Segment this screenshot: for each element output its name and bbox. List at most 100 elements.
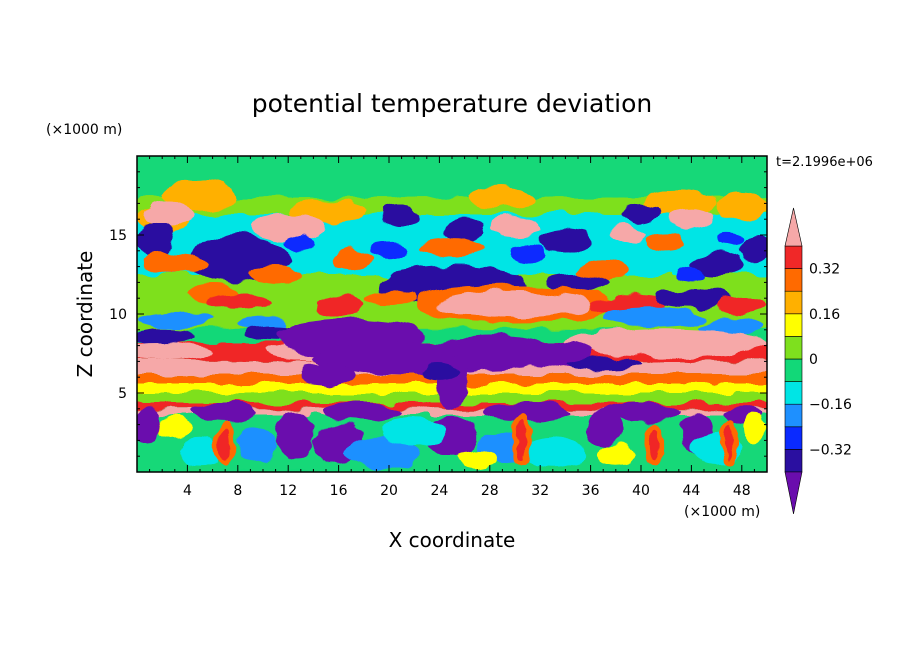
colorbar-label: −0.32 [809, 442, 852, 458]
field-blob [275, 410, 314, 461]
field-blob [489, 216, 541, 239]
y-axis: 5 10 15 [109, 171, 767, 457]
x-tick-label: 36 [582, 483, 600, 499]
y-tick-label: 10 [109, 307, 127, 323]
time-label: t=2.1996e+06 [776, 155, 873, 170]
field-blob [143, 252, 207, 275]
x-tick-label: 40 [632, 483, 650, 499]
field-blob [162, 179, 238, 212]
y-tick-label: 5 [118, 386, 127, 402]
colorbar-segment [784, 290, 803, 315]
x-tick-label: 12 [279, 483, 297, 499]
field-blob [137, 342, 213, 362]
field-blob [370, 242, 408, 259]
field-blob [313, 296, 364, 316]
field-blob [744, 415, 765, 441]
field-blob [181, 437, 219, 466]
field-blob [521, 438, 585, 468]
field-blob [237, 424, 276, 463]
field-blob [565, 356, 641, 370]
x-tick-label: 44 [682, 483, 700, 499]
field-blob [138, 220, 174, 259]
x-tick-label: 20 [380, 483, 398, 499]
colorbar-segment [784, 336, 803, 360]
field-blob [622, 203, 660, 223]
x-axis: 4 8 12 16 20 24 28 32 36 40 44 48 [149, 156, 768, 499]
x-tick-label: 24 [430, 483, 448, 499]
field-blob [159, 415, 190, 441]
field-blob [716, 296, 767, 316]
field-blob [363, 290, 415, 307]
colorbar-segment [784, 381, 803, 405]
colorbar-segment [784, 313, 803, 337]
colorbar-segment [784, 358, 803, 382]
y-axis-label: Z coordinate [73, 251, 97, 378]
field-blob [483, 402, 572, 422]
field-blob [137, 312, 213, 329]
colorbar-label: 0.16 [809, 307, 840, 323]
field-blob [326, 402, 402, 422]
field-blob [565, 328, 767, 357]
colorbar-label: 0.32 [809, 262, 840, 278]
field-blob [420, 238, 484, 258]
field-blob [584, 408, 623, 447]
field-blob [725, 426, 733, 458]
field-blob [285, 235, 316, 251]
field-blob [648, 427, 659, 460]
field-blob [458, 449, 497, 469]
x-tick-label: 32 [531, 483, 549, 499]
field-blob [516, 421, 527, 460]
field-blob [596, 445, 635, 468]
field-blob [220, 427, 231, 460]
field-blob [332, 247, 371, 270]
colorbar-segment [784, 245, 803, 269]
field-blob [716, 231, 742, 245]
field-blob [143, 203, 194, 226]
y-axis-unit: (×1000 m) [46, 122, 122, 138]
x-tick-label: 28 [481, 483, 499, 499]
colorbar-label: 0 [809, 352, 818, 368]
field-blob [653, 288, 730, 308]
colorbar-segment [784, 268, 803, 292]
field-blob-pink-mid [439, 291, 591, 318]
field-band-pink-2 [137, 408, 767, 416]
field-blob [445, 217, 484, 243]
field-blob [739, 235, 767, 261]
field-blob [250, 265, 301, 284]
chart-title: potential temperature deviation [252, 89, 652, 118]
field-blob [193, 402, 257, 422]
field-blob [540, 228, 591, 254]
field-blob [420, 364, 459, 381]
field-blob [344, 435, 421, 471]
x-axis-unit: (×1000 m) [684, 504, 760, 520]
field-blob [546, 272, 610, 292]
colorbar-segment [784, 403, 803, 428]
field-blob [609, 225, 648, 245]
field-blob [603, 307, 704, 327]
colorbar-extend-high [784, 207, 803, 247]
field-blob [668, 208, 715, 231]
colorbar-segment [784, 426, 803, 450]
heatmap-field [137, 156, 767, 472]
field-blob [250, 214, 326, 240]
x-axis-label: X coordinate [389, 528, 516, 552]
field-blob [137, 405, 163, 444]
y-tick-label: 15 [109, 228, 127, 244]
field-blob [603, 402, 679, 422]
colorbar-segment [784, 449, 803, 473]
x-tick-label: 16 [330, 483, 348, 499]
colorbar-label: −0.16 [809, 397, 852, 413]
field-blob [716, 192, 767, 221]
field-blob [647, 233, 686, 253]
field-blob [137, 328, 194, 345]
field-blob [382, 204, 421, 228]
colorbar-extend-low [784, 471, 803, 515]
field-blob [470, 186, 534, 209]
field-blob [298, 362, 354, 386]
field-blob [676, 266, 707, 283]
x-tick-label: 8 [233, 483, 242, 499]
field-blob [382, 418, 446, 444]
x-tick-label: 48 [733, 483, 751, 499]
field-blob [508, 244, 547, 264]
